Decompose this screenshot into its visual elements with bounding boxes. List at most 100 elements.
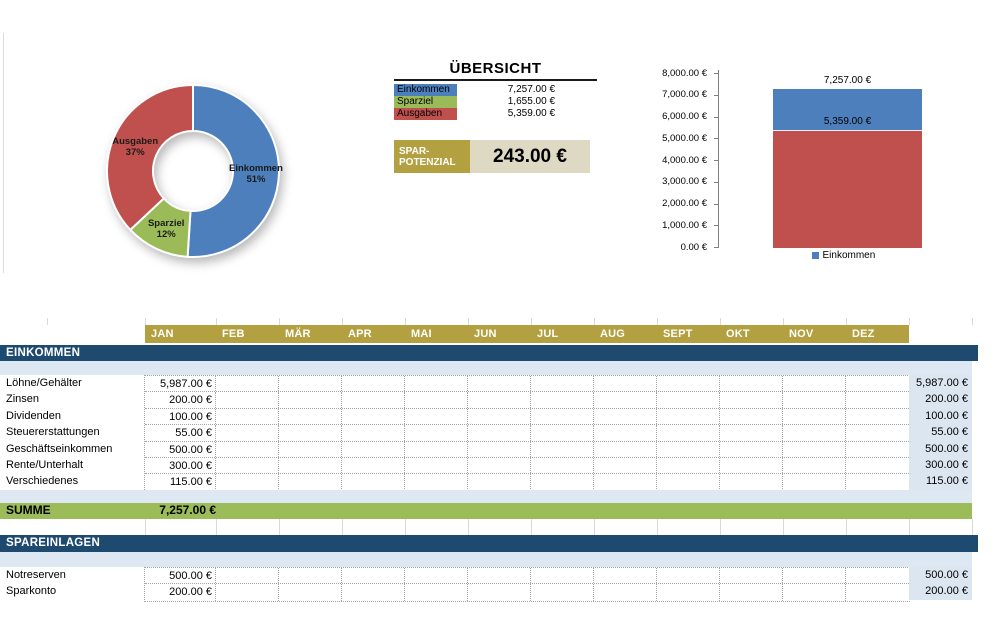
spreadsheet-cell[interactable] — [405, 568, 468, 584]
spreadsheet-cell[interactable] — [531, 457, 594, 474]
month-header-cell[interactable]: MÄR — [285, 328, 311, 340]
spreadsheet-cell[interactable] — [657, 392, 720, 408]
month-header-cell[interactable]: SEPT — [663, 328, 693, 340]
spreadsheet-cell[interactable] — [468, 408, 531, 425]
spreadsheet-cell[interactable] — [405, 474, 468, 491]
spreadsheet-cell[interactable] — [846, 376, 909, 391]
spreadsheet-cell[interactable] — [342, 568, 405, 584]
spreadsheet-cell[interactable] — [342, 584, 405, 601]
spreadsheet-cell[interactable] — [783, 474, 846, 491]
spreadsheet-cell[interactable] — [468, 441, 531, 457]
total-cell[interactable]: 200.00 € — [909, 391, 972, 408]
row-label[interactable]: Zinsen — [6, 393, 40, 406]
legend-key-cell[interactable]: Einkommen — [394, 83, 457, 96]
spreadsheet-cell[interactable] — [216, 425, 279, 441]
spreadsheet-cell[interactable] — [468, 584, 531, 601]
savings-section-header[interactable]: SPAREINLAGEN — [0, 535, 978, 552]
row-label[interactable]: Rente/Unterhalt — [6, 459, 84, 471]
spreadsheet-cell[interactable] — [783, 408, 846, 425]
spreadsheet-cell[interactable] — [279, 408, 342, 425]
spreadsheet-cell[interactable] — [594, 474, 657, 491]
spreadsheet-cell[interactable] — [720, 584, 783, 601]
spreadsheet-cell[interactable] — [216, 441, 279, 457]
income-section-header[interactable]: EINKOMMEN — [0, 345, 978, 361]
spreadsheet-cell[interactable] — [594, 568, 657, 584]
spreadsheet-cell[interactable] — [657, 425, 720, 441]
spreadsheet-cell[interactable] — [594, 441, 657, 457]
spreadsheet-cell[interactable]: 5,987.00 € — [145, 376, 216, 392]
spreadsheet-cell[interactable] — [657, 408, 720, 425]
legend-key-cell[interactable]: Sparziel — [394, 95, 457, 108]
spreadsheet-cell[interactable] — [468, 568, 531, 584]
spreadsheet-cell[interactable] — [657, 474, 720, 491]
spreadsheet-cell[interactable] — [405, 408, 468, 425]
spreadsheet-cell[interactable] — [657, 441, 720, 457]
spreadsheet-cell[interactable] — [594, 376, 657, 392]
total-cell[interactable]: 100.00 € — [909, 407, 972, 425]
spreadsheet-cell[interactable] — [531, 376, 594, 392]
spreadsheet-cell[interactable] — [846, 584, 909, 600]
spreadsheet-cell[interactable] — [405, 425, 468, 441]
spar-potenzial-label[interactable]: SPAR- POTENZIAL — [394, 140, 470, 173]
spreadsheet-cell[interactable] — [531, 474, 594, 491]
spreadsheet-cell[interactable] — [279, 457, 342, 474]
spreadsheet-cell[interactable] — [531, 584, 594, 601]
month-header-cell[interactable]: FEB — [222, 328, 245, 340]
spreadsheet-cell[interactable] — [720, 376, 783, 392]
spreadsheet-cell[interactable] — [342, 408, 405, 425]
spreadsheet-cell[interactable] — [783, 392, 846, 408]
spreadsheet-cell[interactable] — [783, 457, 846, 474]
month-header-cell[interactable]: DEZ — [852, 328, 875, 340]
spreadsheet-cell[interactable] — [279, 441, 342, 457]
spreadsheet-cell[interactable] — [720, 568, 783, 584]
spreadsheet-cell[interactable] — [468, 376, 531, 392]
total-cell[interactable]: 300.00 € — [909, 457, 972, 474]
spreadsheet-cell[interactable] — [342, 457, 405, 474]
spreadsheet-cell[interactable] — [405, 441, 468, 457]
spreadsheet-cell[interactable] — [342, 474, 405, 491]
spreadsheet-cell[interactable] — [594, 457, 657, 474]
spreadsheet-cell[interactable] — [216, 457, 279, 474]
spreadsheet-cell[interactable] — [594, 392, 657, 408]
row-label[interactable]: Verschiedenes — [6, 475, 79, 488]
spreadsheet-cell[interactable] — [720, 425, 783, 441]
spreadsheet-cell[interactable] — [720, 457, 783, 474]
spreadsheet-cell[interactable] — [720, 408, 783, 425]
spreadsheet-cell[interactable] — [216, 474, 279, 491]
summe-row[interactable]: SUMME 7,257.00 € — [0, 503, 972, 519]
donut-chart[interactable]: Einkommen 51% Sparziel 12% Ausgaben 37% — [83, 61, 303, 281]
spreadsheet-cell[interactable] — [468, 392, 531, 408]
row-label[interactable]: Sparkonto — [6, 585, 57, 598]
legend-key-cell[interactable]: Ausgaben — [394, 107, 457, 121]
month-header-cell[interactable]: NOV — [789, 328, 814, 340]
spreadsheet-cell[interactable] — [468, 474, 531, 491]
total-cell[interactable]: 500.00 € — [909, 567, 972, 584]
spreadsheet-cell[interactable] — [657, 584, 720, 601]
spreadsheet-cell[interactable] — [342, 441, 405, 457]
spreadsheet-cell[interactable] — [216, 392, 279, 408]
spreadsheet-cell[interactable]: 100.00 € — [145, 408, 216, 425]
spreadsheet-cell[interactable] — [846, 442, 909, 457]
total-cell[interactable]: 5,987.00 € — [909, 375, 972, 392]
spreadsheet-cell[interactable] — [783, 568, 846, 584]
spreadsheet-cell[interactable]: 200.00 € — [145, 584, 216, 601]
spreadsheet-cell[interactable] — [216, 568, 279, 584]
spreadsheet-cell[interactable] — [531, 441, 594, 457]
spreadsheet-cell[interactable] — [783, 425, 846, 441]
spreadsheet-cell[interactable] — [720, 474, 783, 491]
spreadsheet-cell[interactable] — [279, 425, 342, 441]
spreadsheet-cell[interactable]: 115.00 € — [145, 474, 216, 491]
row-label[interactable]: Geschäftseinkommen — [6, 442, 113, 455]
spreadsheet-cell[interactable] — [657, 568, 720, 584]
spreadsheet-cell[interactable] — [657, 457, 720, 474]
spreadsheet-cell[interactable] — [783, 584, 846, 601]
row-label[interactable]: Dividenden — [6, 409, 62, 422]
month-header-cell[interactable]: JUN — [474, 328, 497, 340]
spreadsheet-cell[interactable] — [531, 408, 594, 425]
row-label[interactable]: Steuererstattungen — [6, 426, 100, 439]
total-cell[interactable]: 55.00 € — [909, 424, 972, 441]
spreadsheet-cell[interactable] — [279, 392, 342, 408]
spreadsheet-cell[interactable] — [846, 392, 909, 407]
spreadsheet-cell[interactable] — [846, 409, 909, 424]
spreadsheet-cell[interactable] — [846, 474, 909, 490]
